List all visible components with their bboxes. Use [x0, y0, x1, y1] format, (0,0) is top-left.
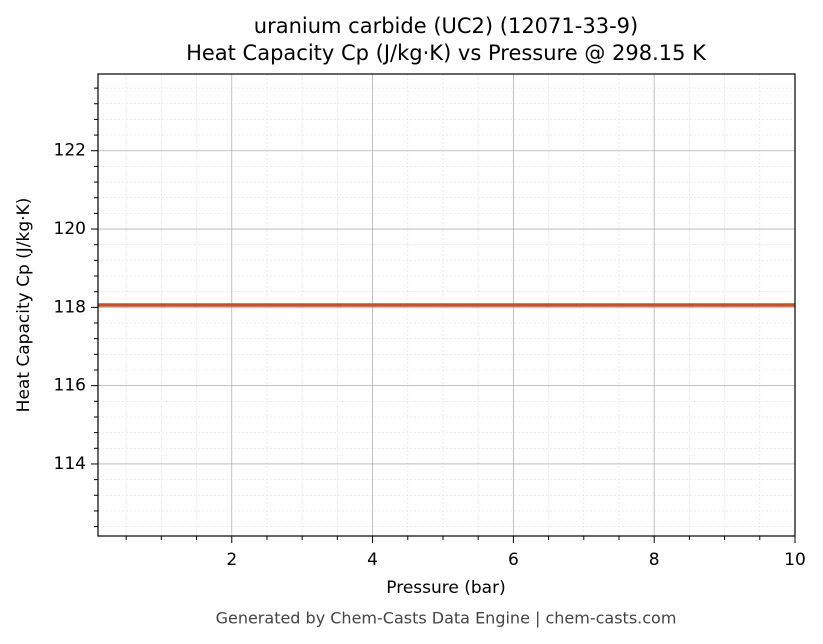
y-tick-label: 114 — [54, 454, 86, 474]
chart-title: uranium carbide (UC2) (12071-33-9) — [254, 14, 638, 38]
x-tick-label: 4 — [367, 550, 378, 570]
y-tick-label: 116 — [54, 376, 86, 396]
y-tick-label: 118 — [54, 297, 86, 317]
chart-subtitle: Heat Capacity Cp (J/kg·K) vs Pressure @ … — [186, 41, 707, 65]
y-tick-label: 122 — [54, 141, 86, 161]
x-tick-label: 10 — [784, 550, 806, 570]
x-tick-label: 2 — [226, 550, 237, 570]
x-tick-label: 8 — [649, 550, 660, 570]
footer: Generated by Chem-Casts Data Engine | ch… — [216, 609, 677, 628]
y-axis-label: Heat Capacity Cp (J/kg·K) — [14, 198, 34, 413]
plot-frame — [97, 73, 796, 537]
y-tick-label: 120 — [54, 219, 86, 239]
x-axis-label: Pressure (bar) — [386, 578, 505, 598]
x-tick-label: 6 — [508, 550, 519, 570]
